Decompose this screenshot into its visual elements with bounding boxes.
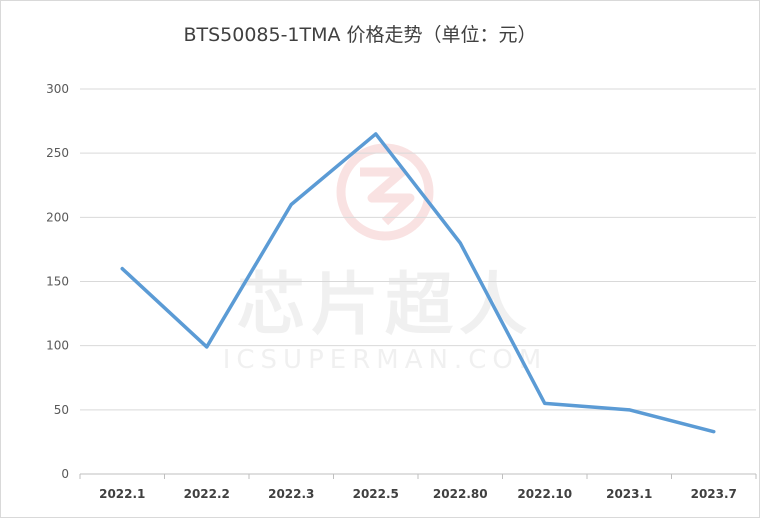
y-tick-label: 250 (46, 146, 69, 160)
x-tick-label: 2023.1 (606, 487, 652, 501)
x-axis: 2022.1 2022.2 2022.3 2022.5 2022.80 2022.10 20… (79, 473, 757, 501)
watermark-text: 芯片超人 (237, 266, 533, 345)
y-tick-label: 200 (46, 210, 69, 224)
y-tick-label: 150 (46, 275, 69, 289)
data-point (120, 267, 124, 271)
x-tick-label: 2022.3 (268, 487, 314, 501)
data-point (627, 408, 631, 412)
y-tick-label: 0 (61, 467, 69, 481)
data-point (458, 241, 462, 245)
y-tick-label: 50 (54, 403, 69, 417)
x-tick-label: 2022.2 (184, 487, 230, 501)
x-tick-label: 2023.7 (691, 487, 737, 501)
x-tick-label: 2022.5 (353, 487, 399, 501)
gridlines (80, 88, 756, 411)
data-point (374, 132, 378, 136)
data-point (289, 203, 293, 206)
watermark-logo-mark (360, 167, 415, 226)
x-tick-label: 2022.80 (433, 487, 488, 501)
watermark: 芯片超人 ICSUPERMAN.COM (223, 143, 548, 375)
data-point (205, 345, 209, 349)
data-point (543, 401, 547, 405)
y-tick-label: 100 (46, 339, 69, 353)
chart-title: BTS50085-1TMA 价格走势（单位：元） (183, 24, 537, 46)
series-group (120, 132, 716, 434)
watermark-subtext: ICSUPERMAN.COM (223, 345, 548, 375)
series-line (120, 132, 716, 434)
y-axis-ticks: 0 50 100 150 200 250 300 (46, 82, 69, 481)
data-point (712, 430, 716, 434)
x-tick-label: 2022.10 (517, 487, 572, 501)
y-tick-label: 300 (46, 82, 69, 96)
x-tick-label: 2022.1 (99, 487, 145, 501)
